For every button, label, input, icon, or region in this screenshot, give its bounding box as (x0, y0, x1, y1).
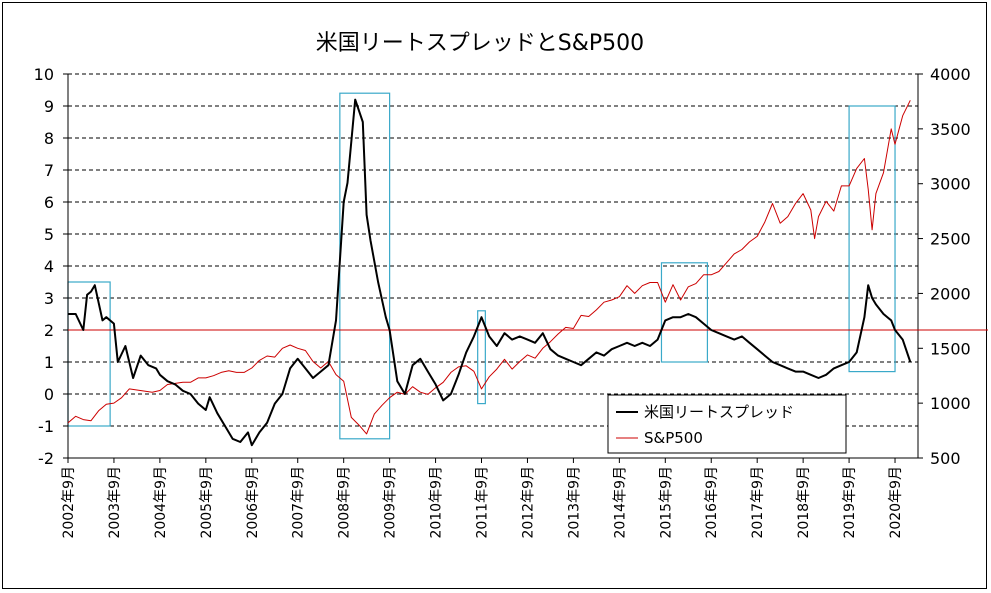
highlight-box (67, 281, 111, 427)
x-tick-label: 2005年9月 (199, 466, 215, 539)
x-tick-label: 2017年9月 (750, 466, 766, 539)
x-tick-label: 2010年9月 (429, 466, 445, 539)
x-tick-label: 2007年9月 (291, 466, 307, 539)
x-tick-label: 2012年9月 (520, 466, 536, 539)
left-tick-label: 4 (44, 257, 54, 276)
right-tick-label: 3000 (930, 175, 971, 194)
legend: 米国リートスプレッド S&P500 (607, 394, 847, 454)
left-tick-label: 6 (44, 193, 54, 212)
highlight-box (660, 262, 709, 363)
right-tick-label: 3500 (930, 120, 971, 139)
highlight-box (848, 105, 896, 373)
left-tick-label: 7 (44, 161, 54, 180)
x-tick-label: 2014年9月 (612, 466, 628, 539)
x-tick-label: 2018年9月 (796, 466, 812, 539)
x-tick-label: 2009年9月 (383, 466, 399, 539)
left-tick-label: 9 (44, 97, 54, 116)
x-tick-label: 2020年9月 (888, 466, 904, 539)
left-tick-label: 1 (44, 353, 54, 372)
right-tick-label: 2000 (930, 284, 971, 303)
legend-box (607, 394, 847, 454)
x-tick-label: 2011年9月 (475, 466, 491, 539)
left-tick-label: 2 (44, 321, 54, 340)
gridlines (68, 105, 918, 427)
legend-label-sp500: S&P500 (644, 429, 703, 447)
left-tick-label: -2 (38, 449, 54, 468)
x-tick-label: 2002年9月 (61, 466, 77, 539)
left-tick-label: 10 (34, 65, 54, 84)
x-axis-ticks: 2002年9月 2003年9月 2004年9月 2005年9月 2006年9月 2007年… (61, 458, 904, 539)
x-tick-label: 2006年9月 (245, 466, 261, 539)
x-tick-label: 2008年9月 (337, 466, 353, 539)
legend-label-spread: 米国リートスプレッド (644, 403, 794, 421)
right-tick-label: 1000 (930, 394, 971, 413)
series-line-spread (68, 98, 912, 447)
right-tick-label: 2500 (930, 230, 971, 249)
x-tick-label: 2013年9月 (566, 466, 582, 539)
left-tick-label: 5 (44, 225, 54, 244)
left-tick-label: 8 (44, 129, 54, 148)
right-tick-label: 1500 (930, 339, 971, 358)
highlight-box (477, 310, 486, 405)
series-line-sp500 (67, 100, 911, 435)
right-tick-label: 500 (930, 449, 961, 468)
x-tick-label: 2016年9月 (704, 466, 720, 539)
right-axis-ticks: 4000 3500 3000 2500 2000 1500 1000 500 (918, 65, 971, 468)
x-tick-label: 2004年9月 (153, 466, 169, 539)
left-tick-label: 3 (44, 289, 54, 308)
axes (67, 73, 988, 459)
x-tick-label: 2015年9月 (658, 466, 674, 539)
left-tick-label: -1 (38, 417, 54, 436)
x-tick-label: 2003年9月 (107, 466, 123, 539)
chart-title: 米国リートスプレッドとS&P500 (316, 31, 644, 56)
right-tick-label: 4000 (930, 65, 971, 84)
series-layer (67, 98, 912, 447)
x-tick-label: 2019年9月 (842, 466, 858, 539)
left-tick-label: 0 (44, 385, 54, 404)
